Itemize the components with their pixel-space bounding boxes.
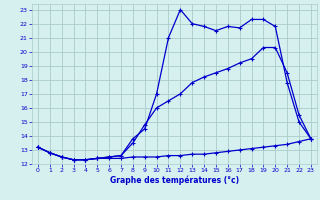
X-axis label: Graphe des températures (°c): Graphe des températures (°c)	[110, 176, 239, 185]
